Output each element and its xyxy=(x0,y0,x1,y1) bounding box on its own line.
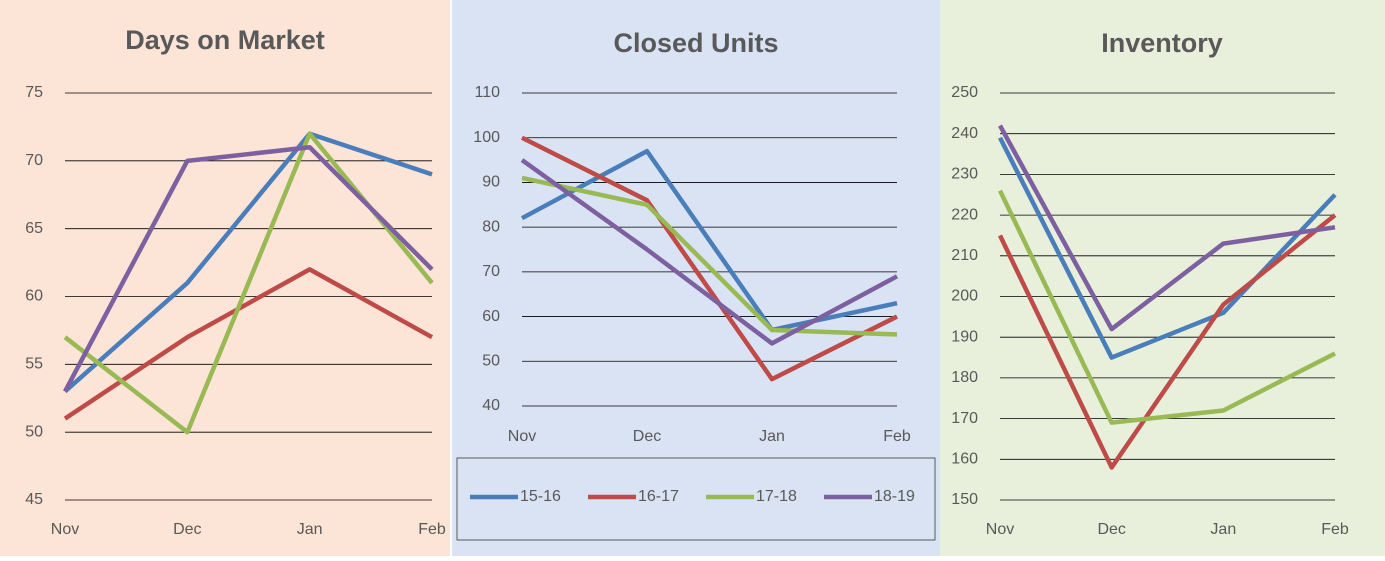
x-tick-label: Nov xyxy=(986,521,1014,538)
x-tick-label: Dec xyxy=(1097,521,1125,538)
y-tick-label: 50 xyxy=(25,423,43,440)
x-tick-label: Feb xyxy=(883,428,911,445)
series-line xyxy=(998,124,1336,332)
y-tick-label: 150 xyxy=(951,491,978,508)
y-tick-label: 160 xyxy=(951,451,978,468)
y-tick-label: 200 xyxy=(951,288,978,305)
y-tick-label: 210 xyxy=(951,247,978,264)
y-tick-label: 240 xyxy=(951,125,978,142)
legend-label: 17-18 xyxy=(756,488,797,505)
series-line xyxy=(997,136,1337,360)
series-line xyxy=(521,175,898,337)
y-tick-label: 180 xyxy=(951,369,978,386)
y-tick-label: 40 xyxy=(482,397,500,414)
series-line xyxy=(63,145,434,393)
y-tick-label: 60 xyxy=(482,308,500,325)
chart-title: Days on Market xyxy=(125,25,325,55)
x-tick-label: Jan xyxy=(1210,521,1236,538)
y-tick-label: 100 xyxy=(473,129,500,146)
y-tick-label: 170 xyxy=(951,410,978,427)
y-tick-label: 110 xyxy=(474,84,500,101)
x-tick-label: Dec xyxy=(633,428,661,445)
x-tick-label: Nov xyxy=(508,428,536,445)
x-tick-label: Jan xyxy=(759,428,785,445)
series-line xyxy=(997,189,1337,425)
y-tick-label: 55 xyxy=(25,356,43,373)
y-tick-label: 50 xyxy=(482,353,500,370)
y-tick-label: 70 xyxy=(25,152,43,169)
x-tick-label: Jan xyxy=(297,521,323,538)
series-line xyxy=(63,131,433,394)
panel xyxy=(940,0,1385,556)
y-tick-label: 70 xyxy=(482,263,500,280)
series-line xyxy=(997,213,1337,470)
y-tick-label: 90 xyxy=(482,174,500,191)
y-tick-label: 220 xyxy=(951,206,978,223)
y-tick-label: 65 xyxy=(25,220,43,237)
x-tick-label: Dec xyxy=(173,521,201,538)
legend-label: 18-19 xyxy=(874,488,915,505)
y-tick-label: 60 xyxy=(25,288,43,305)
x-tick-label: Feb xyxy=(418,521,446,538)
series-line xyxy=(520,158,899,346)
panel xyxy=(452,0,940,556)
panel xyxy=(0,0,450,556)
series-line xyxy=(520,135,899,382)
y-tick-label: 45 xyxy=(25,491,43,508)
y-tick-label: 230 xyxy=(951,166,978,183)
x-tick-label: Nov xyxy=(51,521,79,538)
y-tick-label: 250 xyxy=(951,84,978,101)
y-tick-label: 190 xyxy=(951,328,978,345)
legend-label: 15-16 xyxy=(520,488,561,505)
chart-title: Closed Units xyxy=(613,28,778,58)
series-line xyxy=(63,267,434,421)
legend-box xyxy=(456,457,936,541)
x-tick-label: Feb xyxy=(1321,521,1349,538)
y-tick-label: 80 xyxy=(482,218,500,235)
chart-title: Inventory xyxy=(1101,28,1223,58)
series-line xyxy=(520,148,898,333)
y-tick-label: 75 xyxy=(25,84,43,101)
legend-label: 16-17 xyxy=(638,488,679,505)
